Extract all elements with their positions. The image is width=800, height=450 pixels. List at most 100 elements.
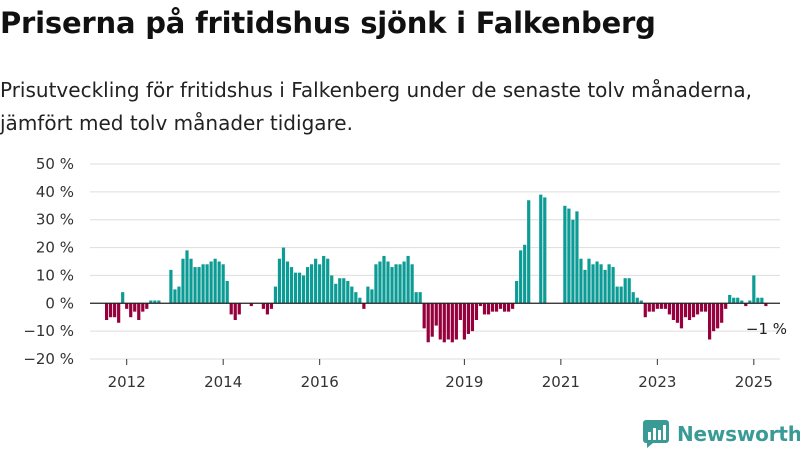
bar — [716, 303, 720, 329]
bar — [233, 303, 237, 320]
bar — [181, 258, 185, 304]
bar — [398, 264, 402, 304]
bar — [752, 275, 756, 304]
bar — [105, 303, 109, 320]
bar — [486, 303, 491, 315]
bar — [760, 297, 764, 304]
bar — [663, 303, 667, 309]
bar — [378, 261, 382, 304]
bar — [213, 258, 217, 304]
y-tick-label: −10 % — [23, 322, 74, 340]
x-tick-label: 2019 — [445, 373, 483, 390]
y-tick-label: 10 % — [36, 266, 74, 284]
newsworthy-logo: Newsworthy — [643, 419, 800, 449]
bar — [113, 303, 117, 318]
bar — [390, 267, 394, 304]
y-tick-label: −20 % — [23, 350, 74, 368]
bar — [502, 303, 507, 312]
bar — [728, 294, 732, 304]
bar — [567, 208, 571, 304]
bar — [474, 303, 479, 320]
bar — [583, 269, 587, 304]
bar — [406, 255, 410, 304]
bar — [647, 303, 651, 312]
bar — [362, 303, 366, 309]
bar — [261, 303, 265, 309]
bar — [430, 303, 434, 337]
bar — [269, 303, 274, 309]
bar — [117, 303, 121, 323]
newsworthy-logo-icon — [643, 420, 669, 448]
bar — [639, 300, 643, 304]
bar — [318, 264, 322, 304]
bar — [466, 303, 470, 334]
bar — [543, 197, 547, 304]
bar — [217, 261, 221, 304]
x-tick-label: 2021 — [542, 373, 580, 390]
bar — [402, 261, 406, 304]
bar — [221, 264, 225, 304]
bar — [374, 264, 378, 304]
x-tick-label: 2016 — [301, 373, 339, 390]
bar — [189, 258, 193, 304]
bar — [623, 278, 627, 304]
bar — [627, 278, 631, 304]
bar — [679, 303, 684, 329]
bar — [177, 286, 181, 304]
bar — [342, 278, 346, 304]
bar — [205, 264, 209, 304]
bar — [643, 303, 647, 318]
bar — [523, 244, 527, 304]
bar — [346, 281, 350, 304]
bar-chart: −20 % −10 % 0 % 10 % 20 % 30 % 40 % 50 % 2012 201… — [23, 155, 787, 390]
bar — [470, 303, 475, 332]
bar — [418, 292, 422, 304]
x-tick-label: 2023 — [638, 373, 676, 390]
bar — [756, 297, 760, 304]
bar — [350, 286, 354, 304]
bar — [511, 303, 515, 309]
bar — [515, 281, 519, 304]
bar — [285, 261, 290, 304]
bar — [450, 303, 454, 343]
chart-title: Priserna på fritidshus sjönk i Falkenber… — [0, 6, 656, 40]
bar — [671, 303, 676, 320]
bar — [703, 303, 708, 312]
bar — [277, 258, 282, 304]
newsworthy-logo-text: Newsworthy — [677, 422, 800, 446]
bar — [281, 247, 286, 304]
bar — [667, 303, 671, 315]
chart-subtitle: Prisutveckling för fritidshus i Falkenbe… — [0, 78, 753, 135]
bar — [382, 255, 386, 304]
bar — [169, 269, 173, 304]
bar — [125, 303, 129, 309]
bar — [494, 303, 499, 312]
x-tick-label: 2025 — [735, 373, 773, 390]
bar — [410, 264, 414, 304]
bar — [297, 272, 302, 304]
bar — [708, 303, 712, 340]
bar — [133, 303, 137, 312]
bar — [611, 267, 615, 304]
bar — [498, 303, 503, 309]
y-tick-label: 30 % — [36, 211, 74, 229]
bar — [603, 269, 607, 304]
bar — [599, 264, 603, 304]
bar — [121, 292, 125, 304]
y-tick-label: 20 % — [36, 239, 74, 257]
bar — [687, 303, 692, 320]
bar — [712, 303, 716, 332]
bar — [507, 303, 511, 312]
bar — [659, 303, 663, 309]
bar — [732, 297, 736, 304]
bar — [482, 303, 487, 315]
bar — [724, 303, 728, 309]
bar — [326, 258, 330, 304]
bar — [193, 267, 197, 304]
bar — [462, 303, 466, 340]
bar — [675, 303, 680, 323]
bar — [293, 272, 298, 304]
y-tick-label: 50 % — [36, 155, 74, 173]
bar — [330, 275, 334, 304]
bar — [434, 303, 438, 326]
